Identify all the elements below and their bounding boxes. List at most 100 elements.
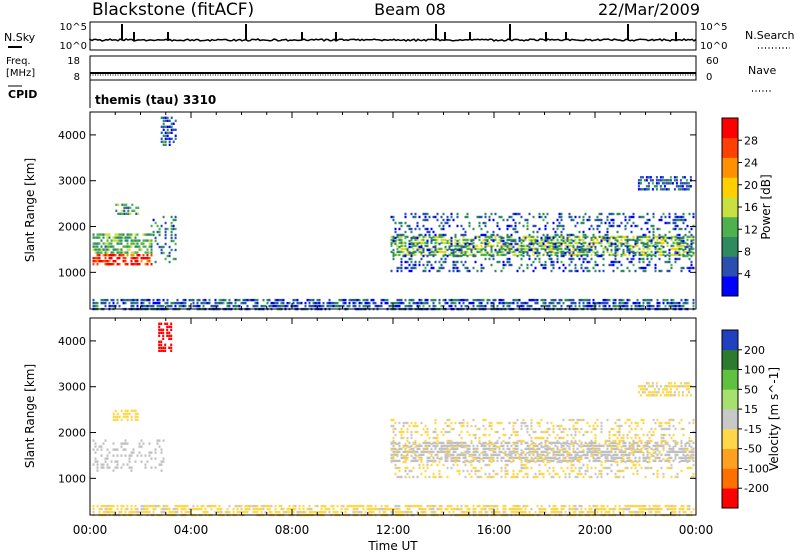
colorbar-cell	[722, 197, 738, 218]
colorbar-cell	[722, 389, 738, 410]
power-region-3	[150, 215, 177, 264]
nave-bottom-label: 0	[706, 72, 712, 83]
colorbar-tick-label: -15	[744, 423, 762, 436]
colorbar-tick-label: -50	[744, 443, 762, 456]
freq-strip: Freq. [MHz] 18 8 60 0 Nave	[6, 55, 776, 92]
y-tick-label: 3000	[58, 381, 86, 394]
colorbar-cell	[722, 330, 738, 351]
velocity-ylabel: Slant Range [km]	[23, 364, 37, 468]
power-colorbar-ticks: 4 8 12 16 20 24 28	[738, 134, 758, 281]
vel-region-0	[92, 439, 165, 472]
power-ylabel: Slant Range [km]	[23, 158, 37, 262]
velocity-colorbar: 200 100 50 15 -15 -50 -100 -200 Velocity [m s^-…	[721, 329, 781, 509]
x-tick-label: 00:00	[73, 523, 108, 537]
power-region-6	[390, 212, 695, 273]
y-tick-label: 4000	[58, 335, 86, 348]
nsky-strip: N.Sky 10^5 10^0 10^5 10^0 N.Search	[4, 21, 795, 52]
colorbar-tick-label: -100	[744, 462, 769, 475]
nsearch-top-label: 10^5	[700, 22, 727, 33]
colorbar-cell	[722, 468, 738, 489]
colorbar-tick-label: 8	[744, 246, 751, 259]
nsky-bottom-label: 10^0	[60, 41, 87, 52]
velocity-cells	[92, 322, 695, 517]
colorbar-cell	[722, 137, 738, 158]
power-region-7	[637, 176, 692, 191]
colorbar-tick-label: 15	[744, 403, 758, 416]
velocity-colorbar-cells	[722, 330, 738, 509]
date-title: 22/Mar/2009	[598, 0, 700, 19]
colorbar-cell	[722, 428, 738, 449]
power-colorbar-label: Power [dB]	[759, 174, 773, 239]
vel-region-2	[158, 322, 173, 352]
nsearch-label: N.Search	[745, 29, 795, 42]
velocity-colorbar-label: Velocity [m s^-1]	[767, 367, 781, 471]
power-region-0	[92, 254, 153, 266]
cpid-label: CPID	[8, 88, 37, 101]
x-tick-label: 20:00	[578, 523, 613, 537]
vel-region-5	[637, 382, 692, 397]
vel-region-4	[390, 418, 695, 479]
y-tick-label: 1000	[58, 472, 86, 485]
nsky-trace	[89, 24, 697, 42]
nave-top-label: 60	[706, 56, 719, 67]
vel-region-1	[112, 409, 139, 421]
beam-title: Beam 08	[374, 0, 446, 19]
colorbar-tick-label: 4	[744, 268, 751, 281]
colorbar-tick-label: -200	[744, 482, 769, 495]
colorbar-cell	[722, 276, 738, 297]
x-tick-label: 04:00	[174, 523, 209, 537]
colorbar-tick-label: 28	[744, 134, 758, 147]
colorbar-tick-label: 100	[744, 364, 765, 377]
colorbar-cell	[722, 236, 738, 257]
station-title: Blackstone (fitACF)	[92, 0, 254, 20]
freq-unit: [MHz]	[6, 68, 35, 79]
colorbar-cell	[722, 369, 738, 390]
x-tick-label: 16:00	[477, 523, 512, 537]
power-panel: 1000 2000 3000 4000 Slant Range [km]	[23, 111, 697, 311]
colorbar-tick-label: 16	[744, 201, 758, 214]
cpid-row: CPID themis (tau) 3310	[8, 80, 216, 108]
y-tick-label: 2000	[58, 221, 86, 234]
colorbar-cell	[722, 349, 738, 370]
power-colorbar: 4 8 12 16 20 24 28 Power [dB]	[721, 117, 773, 297]
colorbar-cell	[722, 177, 738, 198]
power-yticks: 1000 2000 3000 4000	[58, 129, 696, 279]
velocity-xticks: 00:00 04:00 08:00 12:00 16:00 20:00 00:00	[73, 318, 714, 537]
colorbar-tick-label: 24	[744, 157, 758, 170]
cpid-value: themis (tau) 3310	[95, 93, 216, 107]
velocity-panel: 1000 2000 3000 4000 00:00 04:00 08:00 12:00 16:…	[23, 317, 714, 553]
y-tick-label: 3000	[58, 175, 86, 188]
power-region-4	[160, 116, 177, 146]
colorbar-cell	[722, 118, 738, 139]
power-cells	[92, 116, 695, 311]
freq-label: Freq.	[6, 56, 31, 67]
freq-bottom-label: 8	[74, 72, 80, 83]
power-region-2	[115, 203, 140, 215]
colorbar-cell	[722, 157, 738, 178]
y-tick-label: 4000	[58, 129, 86, 142]
freq-top-label: 18	[67, 56, 80, 67]
colorbar-tick-label: 50	[744, 383, 758, 396]
colorbar-cell	[722, 216, 738, 237]
power-region-1	[92, 233, 153, 254]
nsky-top-label: 10^5	[60, 22, 87, 33]
power-xticks	[89, 112, 697, 309]
y-tick-label: 2000	[58, 427, 86, 440]
nsky-label: N.Sky	[4, 31, 36, 44]
velocity-xlabel: Time UT	[367, 539, 418, 553]
colorbar-cell	[722, 256, 738, 277]
colorbar-cell	[722, 448, 738, 469]
power-colorbar-cells	[722, 118, 738, 297]
x-tick-label: 08:00	[275, 523, 310, 537]
colorbar-cell	[722, 488, 738, 509]
nsearch-bottom-label: 10^0	[700, 41, 727, 52]
colorbar-tick-label: 200	[744, 344, 765, 357]
colorbar-tick-label: 20	[744, 179, 758, 192]
x-tick-label: 00:00	[679, 523, 714, 537]
colorbar-cell	[722, 409, 738, 430]
x-tick-label: 12:00	[376, 523, 411, 537]
velocity-yticks: 1000 2000 3000 4000	[58, 335, 696, 485]
nave-label: Nave	[748, 64, 776, 77]
y-tick-label: 1000	[58, 266, 86, 279]
